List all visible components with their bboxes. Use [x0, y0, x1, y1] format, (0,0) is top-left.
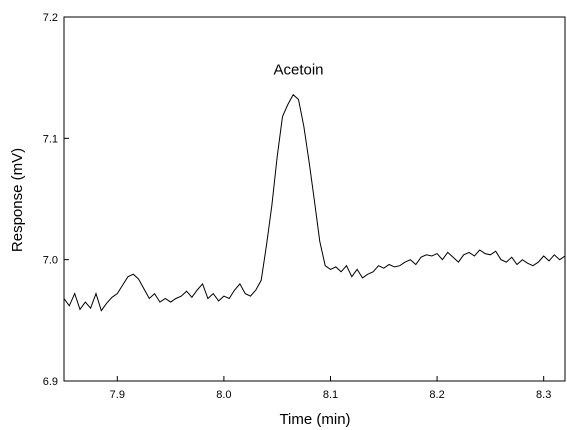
x-axis-label: Time (min) [279, 411, 350, 428]
x-tick-label: 8.3 [536, 389, 551, 401]
peak-annotation: Acetoin [273, 62, 323, 79]
x-tick-label: 8.2 [429, 389, 444, 401]
y-axis-label: Response (mV) [9, 148, 26, 252]
x-tick-label: 8.0 [216, 389, 231, 401]
x-tick-label: 8.1 [323, 389, 338, 401]
y-tick-label: 6.9 [43, 376, 58, 388]
x-axis-ticks: 7.9 8.0 8.1 8.2 8.3 [110, 376, 551, 401]
x-tick-label: 7.9 [110, 389, 125, 401]
plot-area-frame [63, 16, 566, 382]
y-axis-ticks: 6.9 7.0 7.1 7.2 [43, 12, 69, 388]
series-line [63, 93, 566, 312]
y-tick-label: 7.2 [43, 12, 58, 24]
y-tick-label: 7.1 [43, 133, 58, 145]
y-tick-label: 7.0 [43, 255, 58, 267]
